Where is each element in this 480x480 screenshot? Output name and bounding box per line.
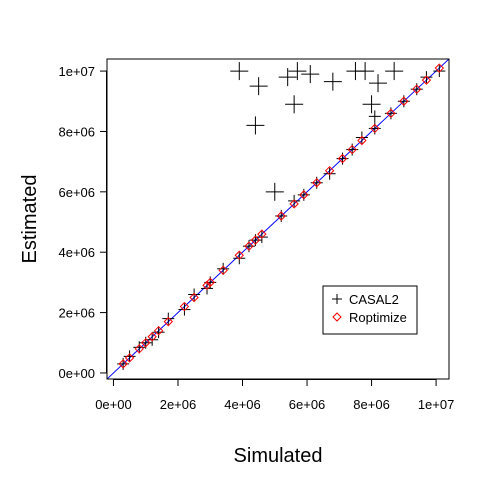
plot-layer xyxy=(107,59,449,379)
point-casal2-7 xyxy=(356,62,375,81)
point-casal2-19 xyxy=(152,326,165,339)
point-casal2-0 xyxy=(230,62,249,81)
point-casal2-22 xyxy=(188,288,201,301)
point-casal2-9 xyxy=(385,62,404,81)
legend: CASAL2 Roptimize xyxy=(322,285,418,335)
point-casal2-41 xyxy=(433,65,446,78)
point-casal2-4 xyxy=(301,65,320,84)
point-roptimize-14 xyxy=(289,199,299,209)
point-roptimize-8 xyxy=(202,280,212,291)
point-roptimize-10 xyxy=(234,250,244,260)
point-casal2-10 xyxy=(362,95,381,114)
y-tick-label-3: 6e+06 xyxy=(58,185,95,200)
point-roptimize-3 xyxy=(141,338,151,348)
point-roptimize-12 xyxy=(257,229,267,239)
y-tick-label-4: 8e+06 xyxy=(58,124,95,139)
point-roptimize-1 xyxy=(124,353,135,363)
x-axis-label: Simulated xyxy=(234,445,323,467)
point-casal2-14 xyxy=(265,182,284,201)
legend-label-casal2: CASAL2 xyxy=(349,292,399,307)
point-casal2-13 xyxy=(246,116,265,135)
point-roptimize-17 xyxy=(324,165,335,176)
point-casal2-25 xyxy=(233,252,246,265)
point-roptimize-9 xyxy=(218,265,228,276)
x-tick-label-0: 0e+00 xyxy=(95,397,132,412)
point-casal2-32 xyxy=(323,167,336,180)
point-roptimize-20 xyxy=(357,135,367,146)
point-roptimize-11 xyxy=(244,241,254,251)
point-roptimize-13 xyxy=(276,211,286,221)
y-axis-label: Estimated xyxy=(19,175,41,264)
point-casal2-8 xyxy=(369,74,388,93)
x-tick-label-4: 8e+06 xyxy=(353,397,390,412)
y-axis: 0e+00 2e+06 4e+06 6e+06 8e+06 1e+07 xyxy=(58,64,107,381)
point-roptimize-21 xyxy=(370,123,380,134)
reference-line xyxy=(107,59,449,379)
point-casal2-16 xyxy=(123,350,136,363)
y-tick-label-5: 1e+07 xyxy=(58,64,95,79)
legend-box xyxy=(322,285,418,335)
point-casal2-1 xyxy=(249,77,268,96)
point-casal2-3 xyxy=(288,62,307,81)
point-casal2-29 xyxy=(288,194,301,207)
point-casal2-27 xyxy=(255,231,268,244)
y-tick-label-2: 4e+06 xyxy=(58,245,95,260)
point-casal2-42 xyxy=(146,333,159,346)
series-roptimize xyxy=(118,63,445,369)
point-roptimize-22 xyxy=(386,108,396,119)
x-tick-label-1: 2e+06 xyxy=(160,397,197,412)
legend-marker-roptimize xyxy=(332,312,342,322)
point-roptimize-5 xyxy=(163,316,174,327)
point-roptimize-28 xyxy=(205,277,215,288)
point-roptimize-16 xyxy=(312,178,322,188)
point-roptimize-29 xyxy=(250,235,261,245)
point-casal2-11 xyxy=(368,110,381,123)
point-roptimize-27 xyxy=(147,332,157,342)
legend-marker-casal2 xyxy=(332,294,342,304)
y-tick-label-0: 0e+00 xyxy=(58,366,95,381)
point-roptimize-6 xyxy=(179,301,190,312)
legend-label-roptimize: Roptimize xyxy=(349,310,407,325)
point-casal2-21 xyxy=(178,303,191,316)
point-casal2-12 xyxy=(285,95,304,114)
point-casal2-23 xyxy=(201,282,214,295)
point-roptimize-18 xyxy=(337,153,348,164)
point-roptimize-26 xyxy=(434,63,445,73)
y-tick-label-1: 2e+06 xyxy=(58,306,95,321)
point-roptimize-19 xyxy=(347,144,357,155)
point-roptimize-4 xyxy=(153,325,164,336)
point-roptimize-24 xyxy=(412,84,422,94)
x-tick-label-2: 4e+06 xyxy=(224,397,261,412)
point-roptimize-15 xyxy=(299,190,309,200)
point-casal2-40 xyxy=(420,71,433,84)
point-casal2-35 xyxy=(355,131,368,144)
point-casal2-2 xyxy=(278,68,297,87)
point-casal2-5 xyxy=(323,72,342,91)
point-roptimize-23 xyxy=(399,96,409,106)
point-casal2-24 xyxy=(217,262,230,275)
point-casal2-17 xyxy=(133,341,146,354)
point-roptimize-7 xyxy=(189,292,199,303)
x-tick-label-3: 6e+06 xyxy=(289,397,326,412)
point-roptimize-2 xyxy=(134,344,144,354)
point-roptimize-25 xyxy=(421,75,432,85)
point-roptimize-0 xyxy=(118,359,128,369)
x-axis: 0e+00 2e+06 4e+06 6e+06 8e+06 1e+07 xyxy=(95,379,454,412)
point-casal2-20 xyxy=(162,312,175,325)
x-tick-label-5: 1e+07 xyxy=(418,397,455,412)
